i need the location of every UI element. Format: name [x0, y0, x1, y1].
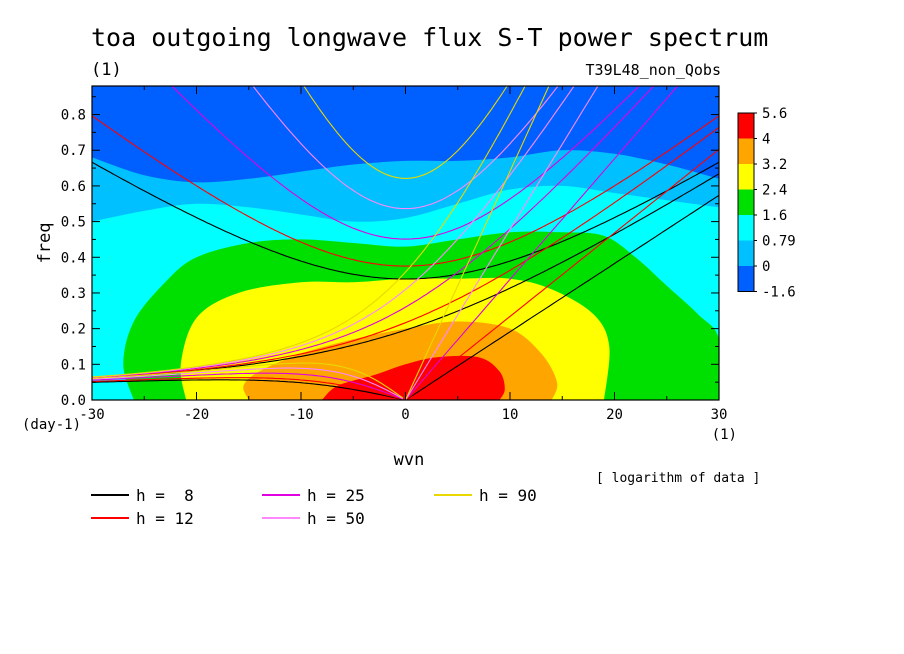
chart-title: toa outgoing longwave flux S-T power spe…	[91, 23, 768, 52]
curve-kelvin-h25	[405, 86, 679, 400]
curve-kelvin-h12	[405, 148, 719, 400]
colorbar-swatch	[738, 266, 754, 292]
colorbar-label: 5.6	[762, 106, 787, 122]
y-tick-label: 0.3	[61, 286, 86, 302]
curve-ig-h50	[252, 86, 559, 210]
colorbar-swatch	[738, 240, 754, 266]
curve-kelvin-h50	[405, 86, 599, 400]
curve-er-h50	[92, 367, 404, 400]
y-axis-label: freq	[35, 223, 55, 264]
x-axis-units: (1)	[712, 427, 737, 443]
curve-mrg-h25	[92, 86, 655, 379]
dispersion-h-50	[92, 86, 599, 400]
curve-mrg-h50	[92, 86, 575, 378]
colorbar-swatch	[738, 138, 754, 164]
colorbar-label: 4	[762, 132, 770, 148]
colorbar-swatch	[738, 113, 754, 139]
curve-ig-h90	[303, 86, 508, 179]
dispersion-h-90	[92, 86, 550, 400]
colorbar-label: 1.6	[762, 208, 787, 224]
experiment-label: T39L48_non_Qobs	[586, 61, 721, 79]
x-tick-label: 0	[401, 407, 409, 423]
curve-ig-h12	[92, 115, 719, 267]
colorbar-swatch	[738, 189, 754, 215]
y-tick-label: 0.8	[61, 108, 86, 124]
dispersion-curves	[92, 86, 719, 400]
x-tick-label: -20	[184, 407, 209, 423]
x-axis-label: wvn	[394, 450, 425, 470]
curve-mrg-h90	[92, 86, 526, 378]
curve-er-h90	[92, 362, 404, 399]
curve-kelvin-h8	[405, 194, 719, 400]
contour-fills	[92, 86, 719, 400]
x-tick-label: 10	[502, 407, 519, 423]
y-tick-label: 0.5	[61, 215, 86, 231]
legend-label: h = 8	[136, 486, 194, 505]
data-note: [ logarithm of data ]	[596, 471, 760, 486]
y-axis-units: (day-1)	[22, 417, 81, 433]
plot-area: -30 -20 -10 0 10 20 30 0.0 0.1 0.2 0.3 0.4 0.5 0.6 0.7…	[61, 85, 728, 423]
x-tick-label: 30	[711, 407, 728, 423]
y-tick-label: 0.4	[61, 250, 86, 266]
dispersion-h-12	[92, 115, 719, 400]
y-tick-label: 0.6	[61, 179, 86, 195]
y-tick-label: 0.1	[61, 357, 86, 373]
curve-er-h12	[92, 377, 404, 400]
colorbar-label: 2.4	[762, 183, 787, 199]
x-tick-label: 20	[606, 407, 623, 423]
curve-er-h8	[92, 379, 404, 400]
colorbar: 5.6 4 3.2 2.4 1.6 0.79 0 -1.6	[737, 106, 796, 301]
dispersion-h-25	[92, 86, 679, 400]
colorbar-label: -1.6	[762, 285, 796, 301]
axis-ticks: -30 -20 -10 0 10 20 30 0.0 0.1 0.2 0.3 0.4 0.5 0.6 0.7…	[61, 86, 728, 423]
legend: h = 8 h = 12 h = 25 h = 50 h = 90	[91, 486, 537, 528]
legend-label: h = 90	[479, 486, 537, 505]
colorbar-swatch	[738, 215, 754, 241]
y-tick-label: 0.0	[61, 393, 86, 409]
colorbar-frame	[737, 112, 755, 292]
curve-ig-h25	[171, 86, 640, 240]
contour-band-6	[321, 355, 505, 400]
legend-label: h = 12	[136, 509, 194, 528]
colorbar-swatch	[738, 164, 754, 190]
colorbar-label: 3.2	[762, 157, 787, 173]
x-tick-label: -10	[288, 407, 313, 423]
legend-label: h = 50	[307, 509, 365, 528]
curve-er-h25	[92, 372, 404, 400]
curve-kelvin-h90	[404, 86, 550, 400]
colorbar-label: 0	[762, 259, 770, 275]
colorbar-label: 0.79	[762, 234, 796, 250]
legend-label: h = 25	[307, 486, 365, 505]
curve-mrg-h12	[92, 126, 719, 379]
y-tick-label: 0.7	[61, 143, 86, 159]
y-tick-label: 0.2	[61, 322, 86, 338]
title-units: (1)	[91, 60, 122, 80]
x-tick-label: -30	[79, 407, 104, 423]
curve-ig-h8	[92, 161, 719, 280]
